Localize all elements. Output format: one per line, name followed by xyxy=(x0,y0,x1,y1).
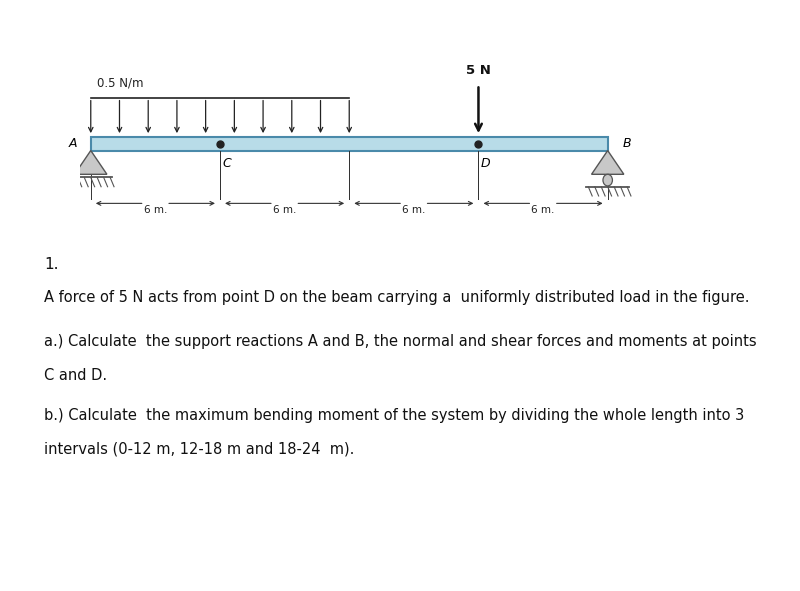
Text: A force of 5 N acts from point D on the beam carrying a  uniformly distributed l: A force of 5 N acts from point D on the … xyxy=(44,290,750,304)
Text: 6 m.: 6 m. xyxy=(402,204,426,215)
Text: 0.5 N/m: 0.5 N/m xyxy=(98,77,144,90)
Text: a.) Calculate  the support reactions A and B, the normal and shear forces and mo: a.) Calculate the support reactions A an… xyxy=(44,334,757,349)
Text: b.) Calculate  the maximum bending moment of the system by dividing the whole le: b.) Calculate the maximum bending moment… xyxy=(44,408,744,423)
Text: D: D xyxy=(481,157,490,170)
Circle shape xyxy=(603,174,613,186)
Text: C and D.: C and D. xyxy=(44,368,107,382)
Text: 1.: 1. xyxy=(44,257,58,272)
Text: A: A xyxy=(68,138,77,151)
Text: 5 N: 5 N xyxy=(466,64,491,77)
Text: 6 m.: 6 m. xyxy=(531,204,554,215)
Text: C: C xyxy=(222,157,231,170)
Bar xyxy=(90,137,608,151)
Polygon shape xyxy=(591,151,624,174)
Text: B: B xyxy=(622,138,631,151)
Polygon shape xyxy=(74,151,107,174)
Text: 6 m.: 6 m. xyxy=(144,204,167,215)
Text: 6 m.: 6 m. xyxy=(273,204,296,215)
Text: intervals (0-12 m, 12-18 m and 18-24  m).: intervals (0-12 m, 12-18 m and 18-24 m). xyxy=(44,441,354,456)
